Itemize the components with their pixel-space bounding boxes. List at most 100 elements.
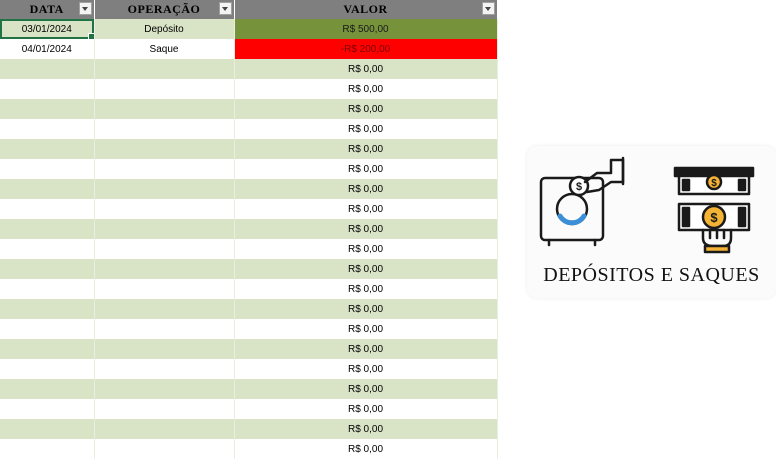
cell-valor[interactable]: R$ 0,00 bbox=[234, 139, 498, 159]
cell-valor[interactable]: R$ 0,00 bbox=[234, 279, 498, 299]
table-row: R$ 0,00 bbox=[0, 339, 498, 359]
cell-operacao[interactable] bbox=[94, 419, 235, 439]
table-row: R$ 0,00 bbox=[0, 99, 498, 119]
table-row: R$ 0,00 bbox=[0, 299, 498, 319]
table-row: R$ 0,00 bbox=[0, 419, 498, 439]
logo-card: $ $ $ DEPÓSITOS E SAQUES bbox=[527, 146, 776, 298]
cell-operacao[interactable] bbox=[94, 439, 235, 459]
table-row: R$ 0,00 bbox=[0, 279, 498, 299]
cell-data[interactable] bbox=[0, 339, 95, 359]
cell-operacao[interactable] bbox=[94, 199, 235, 219]
cell-operacao[interactable] bbox=[94, 359, 235, 379]
table-row: R$ 0,00 bbox=[0, 259, 498, 279]
cell-valor[interactable]: R$ 0,00 bbox=[234, 399, 498, 419]
cell-operacao[interactable] bbox=[94, 339, 235, 359]
cell-operacao[interactable] bbox=[94, 319, 235, 339]
cell-operacao[interactable] bbox=[94, 159, 235, 179]
cell-valor[interactable]: R$ 0,00 bbox=[234, 319, 498, 339]
cell-operacao[interactable] bbox=[94, 239, 235, 259]
cell-data[interactable] bbox=[0, 239, 95, 259]
cell-operacao[interactable] bbox=[94, 139, 235, 159]
cell-valor[interactable]: R$ 0,00 bbox=[234, 439, 498, 459]
cell-data[interactable] bbox=[0, 139, 95, 159]
cell-valor[interactable]: R$ 0,00 bbox=[234, 199, 498, 219]
header-operacao-label: OPERAÇÃO bbox=[127, 2, 201, 16]
cell-operacao[interactable] bbox=[94, 219, 235, 239]
cell-data[interactable] bbox=[0, 159, 95, 179]
cell-operacao[interactable] bbox=[94, 179, 235, 199]
cell-data[interactable] bbox=[0, 359, 95, 379]
cell-data[interactable]: 03/01/2024 bbox=[0, 19, 95, 39]
table-row: R$ 0,00 bbox=[0, 119, 498, 139]
logo-illustration: $ $ $ bbox=[539, 156, 755, 254]
cell-operacao[interactable] bbox=[94, 299, 235, 319]
table-row: R$ 0,00 bbox=[0, 79, 498, 99]
cell-operacao[interactable] bbox=[94, 79, 235, 99]
cell-valor[interactable]: R$ 0,00 bbox=[234, 119, 498, 139]
table-row: R$ 0,00 bbox=[0, 239, 498, 259]
table-row: R$ 0,00 bbox=[0, 219, 498, 239]
svg-text:$: $ bbox=[711, 178, 717, 189]
table-row: R$ 0,00 bbox=[0, 139, 498, 159]
cell-data[interactable] bbox=[0, 279, 95, 299]
table-row: 04/01/2024 Saque -R$ 200,00 bbox=[0, 39, 498, 59]
cell-data[interactable] bbox=[0, 319, 95, 339]
header-valor: VALOR bbox=[234, 0, 498, 19]
cell-valor[interactable]: R$ 0,00 bbox=[234, 59, 498, 79]
cell-data[interactable] bbox=[0, 199, 95, 219]
cell-data[interactable] bbox=[0, 399, 95, 419]
cell-operacao[interactable] bbox=[94, 259, 235, 279]
table-row: R$ 0,00 bbox=[0, 439, 498, 459]
cell-valor[interactable]: R$ 0,00 bbox=[234, 359, 498, 379]
cell-data[interactable] bbox=[0, 299, 95, 319]
cell-valor[interactable]: R$ 0,00 bbox=[234, 219, 498, 239]
cell-data[interactable] bbox=[0, 379, 95, 399]
cell-valor[interactable]: R$ 0,00 bbox=[234, 419, 498, 439]
cell-operacao[interactable] bbox=[94, 279, 235, 299]
filter-dropdown-icon[interactable] bbox=[481, 2, 495, 15]
logo-title: DEPÓSITOS E SAQUES bbox=[543, 264, 760, 286]
cell-data[interactable] bbox=[0, 59, 95, 79]
transactions-table: DATA OPERAÇÃO VALOR 03/01/2024 Depósito R$… bbox=[0, 0, 498, 459]
safe-deposit-icon: $ bbox=[539, 156, 625, 247]
cell-operacao[interactable] bbox=[94, 399, 235, 419]
cell-data[interactable] bbox=[0, 179, 95, 199]
cell-operacao[interactable] bbox=[94, 59, 235, 79]
table-row: R$ 0,00 bbox=[0, 399, 498, 419]
cell-valor[interactable]: R$ 0,00 bbox=[234, 339, 498, 359]
cell-valor[interactable]: R$ 500,00 bbox=[234, 19, 498, 39]
table-row: R$ 0,00 bbox=[0, 319, 498, 339]
table-row: R$ 0,00 bbox=[0, 59, 498, 79]
cash-withdraw-icon: $ $ bbox=[673, 166, 755, 254]
cell-operacao[interactable] bbox=[94, 99, 235, 119]
cell-data[interactable] bbox=[0, 259, 95, 279]
cell-data[interactable] bbox=[0, 99, 95, 119]
header-valor-label: VALOR bbox=[343, 2, 388, 16]
cell-data[interactable] bbox=[0, 419, 95, 439]
cell-operacao[interactable] bbox=[94, 379, 235, 399]
cell-valor[interactable]: R$ 0,00 bbox=[234, 159, 498, 179]
cell-data[interactable]: 04/01/2024 bbox=[0, 39, 95, 59]
filter-dropdown-icon[interactable] bbox=[218, 2, 232, 15]
cell-operacao[interactable] bbox=[94, 119, 235, 139]
cell-operacao[interactable]: Depósito bbox=[94, 19, 235, 39]
cell-valor[interactable]: R$ 0,00 bbox=[234, 259, 498, 279]
cell-valor[interactable]: R$ 0,00 bbox=[234, 99, 498, 119]
svg-text:$: $ bbox=[576, 181, 582, 193]
table-row: 03/01/2024 Depósito R$ 500,00 bbox=[0, 19, 498, 39]
cell-data[interactable] bbox=[0, 219, 95, 239]
cell-valor[interactable]: R$ 0,00 bbox=[234, 379, 498, 399]
cell-valor[interactable]: R$ 0,00 bbox=[234, 79, 498, 99]
cell-data[interactable] bbox=[0, 79, 95, 99]
header-row: DATA OPERAÇÃO VALOR bbox=[0, 0, 498, 19]
cell-operacao[interactable]: Saque bbox=[94, 39, 235, 59]
table-row: R$ 0,00 bbox=[0, 359, 498, 379]
cell-data[interactable] bbox=[0, 119, 95, 139]
cell-valor[interactable]: R$ 0,00 bbox=[234, 239, 498, 259]
cell-valor[interactable]: R$ 0,00 bbox=[234, 299, 498, 319]
cell-valor[interactable]: -R$ 200,00 bbox=[234, 39, 498, 59]
filter-dropdown-icon[interactable] bbox=[78, 2, 92, 15]
cell-valor[interactable]: R$ 0,00 bbox=[234, 179, 498, 199]
cell-data[interactable] bbox=[0, 439, 95, 459]
table-row: R$ 0,00 bbox=[0, 379, 498, 399]
